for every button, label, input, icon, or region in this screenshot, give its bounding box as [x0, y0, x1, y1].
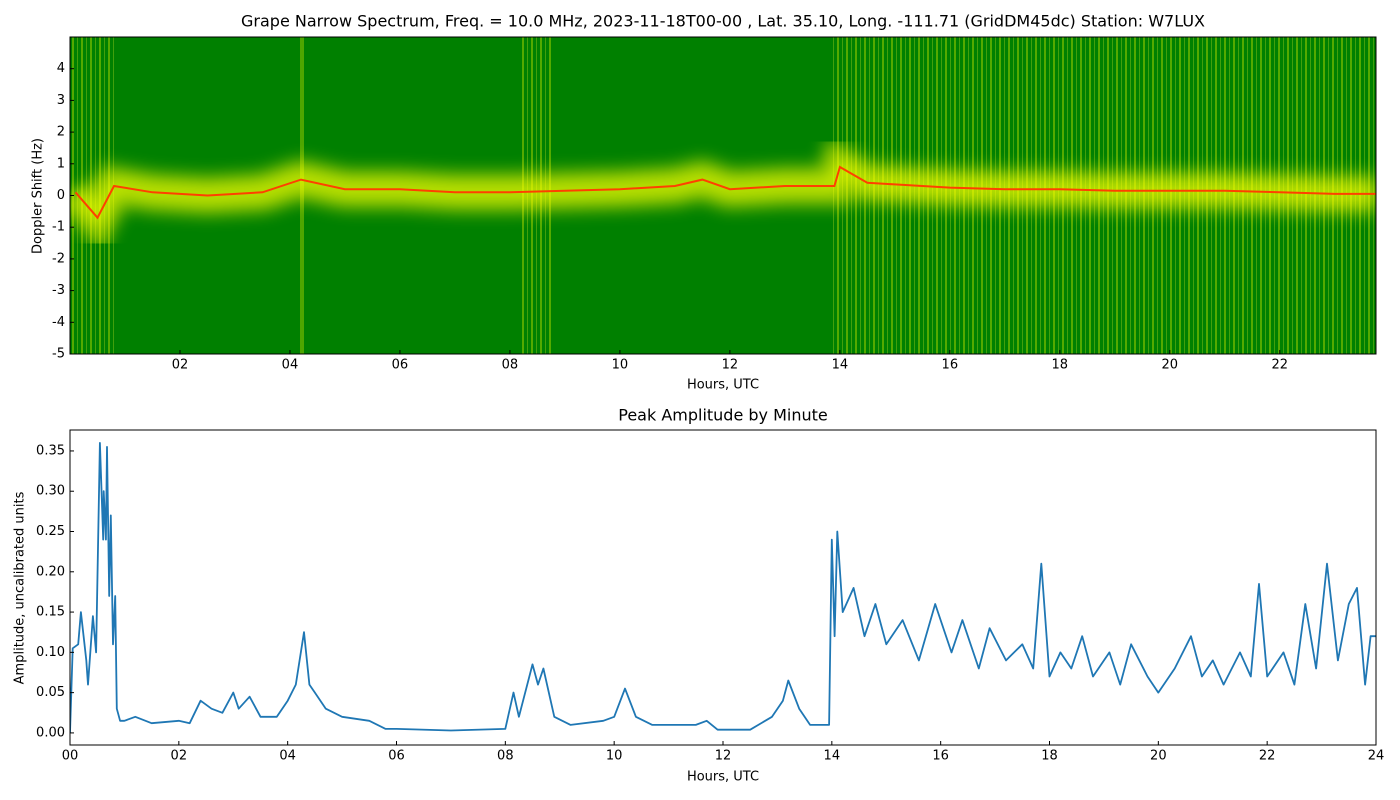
y-tick-label: 0 — [57, 188, 65, 203]
y-tick-label: 2 — [57, 125, 65, 140]
x-tick-label: 06 — [388, 749, 405, 764]
y-tick-label: -2 — [52, 251, 65, 266]
plot-area — [70, 136, 1376, 254]
x-tick-label: 10 — [606, 749, 623, 764]
chart-title: Grape Narrow Spectrum, Freq. = 10.0 MHz,… — [241, 12, 1205, 31]
x-tick-label: 22 — [1259, 749, 1276, 764]
x-tick-label: 22 — [1271, 358, 1288, 373]
y-tick-label: -1 — [52, 220, 65, 235]
y-tick-label: 0.25 — [36, 524, 65, 539]
y-tick-label: -5 — [52, 347, 65, 362]
axes-frame — [69, 429, 1377, 746]
x-tick-label: 24 — [1368, 749, 1385, 764]
x-tick-label: 12 — [722, 358, 739, 373]
x-tick-label: 20 — [1150, 749, 1167, 764]
x-tick-label: 02 — [172, 358, 189, 373]
x-tick-label: 06 — [392, 358, 409, 373]
y-tick-label: 0.35 — [36, 443, 65, 458]
x-tick-label: 14 — [832, 358, 849, 373]
y-tick-label: 0.30 — [36, 484, 65, 499]
y-tick-label: -3 — [52, 283, 65, 298]
x-tick-label: 16 — [932, 749, 949, 764]
x-tick-label: 18 — [1041, 749, 1058, 764]
y-tick-label: 0.15 — [36, 605, 65, 620]
x-tick-label: 02 — [171, 749, 188, 764]
x-tick-label: 14 — [824, 749, 841, 764]
y-tick-label: 3 — [57, 93, 65, 108]
x-tick-label: 20 — [1162, 358, 1179, 373]
x-tick-label: 08 — [497, 749, 514, 764]
y-axis-label: Amplitude, uncalibrated units — [13, 491, 28, 684]
plot-area — [70, 442, 1376, 733]
x-tick-label: 16 — [942, 358, 959, 373]
x-tick-label: 04 — [279, 749, 296, 764]
y-tick-label: 0.05 — [36, 685, 65, 700]
y-tick-label: 0.20 — [36, 564, 65, 579]
y-axis-label: Doppler Shift (Hz) — [31, 138, 46, 254]
doppler-trace — [74, 165, 1376, 220]
x-tick-label: 12 — [715, 749, 732, 764]
chart-title: Peak Amplitude by Minute — [618, 406, 828, 425]
x-tick-label: 04 — [282, 358, 299, 373]
x-tick-label: 08 — [502, 358, 519, 373]
x-axis-label: Hours, UTC — [687, 770, 759, 785]
y-tick-label: 0.10 — [36, 645, 65, 660]
y-tick-label: 0.00 — [36, 725, 65, 740]
y-tick-label: 4 — [57, 61, 65, 76]
x-axis-label: Hours, UTC — [687, 378, 759, 393]
x-tick-label: 00 — [62, 749, 79, 764]
x-tick-label: 10 — [612, 358, 629, 373]
y-tick-label: 1 — [57, 156, 65, 171]
y-tick-label: -4 — [52, 315, 65, 330]
amplitude-line — [70, 442, 1376, 733]
x-tick-label: 18 — [1052, 358, 1069, 373]
